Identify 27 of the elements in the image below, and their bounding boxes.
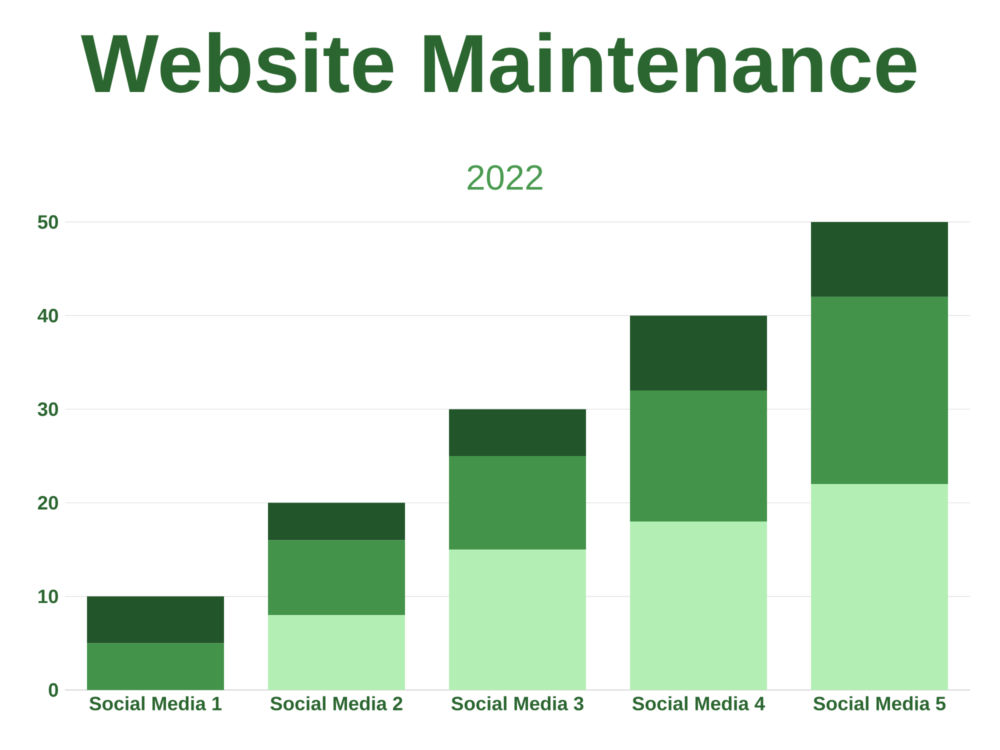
bar (630, 522, 768, 690)
x-tick-label: Social Media 1 (89, 696, 222, 710)
y-tick-label: 50 (38, 215, 58, 229)
chart-title: Website Maintenance (80, 32, 916, 93)
y-tick-label: 0 (48, 683, 58, 697)
bar (811, 484, 948, 690)
y-tick-label: 40 (38, 308, 58, 322)
y-tick-label: 10 (38, 590, 58, 604)
bar (630, 316, 768, 390)
x-tick-label: Social Media 2 (270, 696, 402, 710)
bar (268, 615, 406, 690)
x-tick-label: Social Media 3 (451, 696, 584, 710)
bar (449, 550, 586, 690)
bar (87, 596, 224, 644)
bar (268, 502, 406, 540)
bar (811, 222, 948, 297)
bar (811, 296, 948, 484)
x-tick-label: Social Media 5 (813, 696, 946, 710)
x-tick-label: Social Media 4 (632, 696, 765, 710)
bar (268, 540, 406, 616)
y-tick-label: 20 (38, 496, 58, 510)
bar (449, 409, 586, 456)
bar (449, 456, 586, 550)
y-tick-label: 30 (38, 402, 58, 416)
chart-subtitle: 2022 (468, 165, 542, 190)
bar (87, 643, 224, 690)
bar (630, 390, 768, 522)
